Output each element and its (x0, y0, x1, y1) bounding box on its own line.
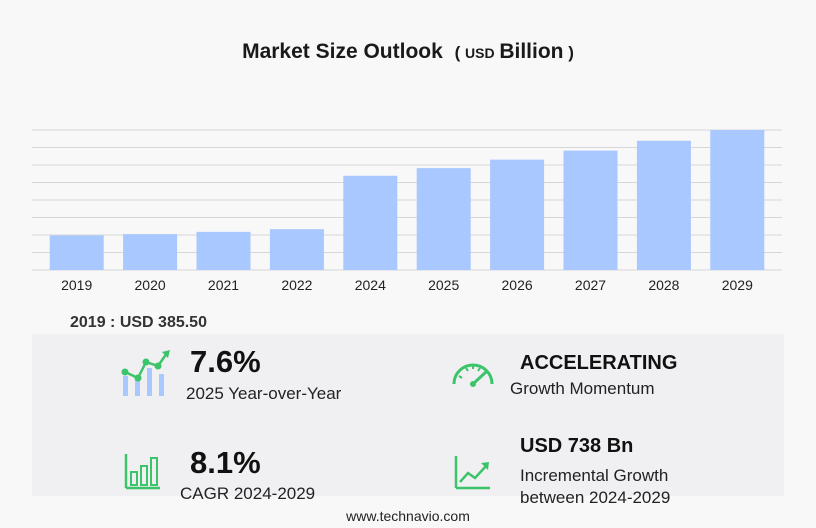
bar-2021 (196, 231, 251, 270)
momentum-label-wrap: Growth Momentum (510, 378, 655, 400)
incremental-value: USD 738 Bn (520, 435, 634, 457)
incremental-label-2: between 2024-2029 (520, 488, 671, 507)
momentum-label: Growth Momentum (510, 379, 655, 398)
unit-code: USD (465, 45, 495, 61)
bar-2026 (490, 159, 545, 270)
x-tick-2029: 2029 (722, 277, 753, 293)
x-tick-2022: 2022 (281, 277, 312, 293)
x-tick-2019: 2019 (61, 277, 92, 293)
cagr-stat: 8.1% (190, 445, 261, 481)
trend-up-icon (454, 456, 490, 490)
bar-2027 (563, 150, 618, 270)
x-tick-2028: 2028 (648, 277, 679, 293)
x-tick-2025: 2025 (428, 277, 459, 293)
yoy-label: 2025 Year-over-Year (186, 384, 342, 403)
unit-close: ) (568, 43, 574, 62)
yoy-label-wrap: 2025 Year-over-Year (186, 383, 341, 405)
momentum-stat: ACCELERATING (520, 352, 677, 375)
cagr-value: 8.1% (190, 445, 261, 480)
bar-chart-icon (124, 454, 160, 490)
chart-unit: ( USD Billion ) (454, 40, 574, 63)
chart-title: Market Size Outlook ( USD Billion ) (0, 40, 816, 64)
speedometer-icon (452, 363, 494, 387)
x-tick-2021: 2021 (208, 277, 239, 293)
x-tick-2026: 2026 (502, 277, 533, 293)
bar-2019 (49, 235, 104, 270)
x-tick-2024: 2024 (355, 277, 386, 293)
unit-open: ( (454, 43, 461, 62)
bar-chart: 2019 2020 2021 2022 2024 2025 2026 2027 2028 2029 (32, 129, 782, 293)
yoy-value: 7.6% (190, 344, 261, 379)
growth-chart-icon (121, 350, 170, 396)
bar-2020 (123, 234, 178, 270)
base-year-label: 2019 : USD 385.50 (70, 314, 207, 331)
chart-title-text: Market Size Outlook (242, 40, 443, 63)
x-tick-2027: 2027 (575, 277, 606, 293)
bar-2029 (710, 130, 765, 270)
momentum-value: ACCELERATING (520, 352, 678, 374)
x-tick-2020: 2020 (135, 277, 166, 293)
incremental-label-1: Incremental Growth (520, 466, 669, 485)
bar-2028 (636, 140, 691, 270)
bar-2024 (343, 175, 398, 270)
incremental-stat: USD 738 Bn (520, 435, 633, 458)
yoy-stat: 7.6% (190, 344, 261, 380)
unit-big: Billion (499, 40, 564, 63)
cagr-label: CAGR 2024-2029 (180, 484, 316, 503)
incremental-label-wrap: Incremental Growth between 2024-2029 (520, 465, 670, 509)
bar-2022 (269, 229, 324, 270)
footer-url: www.technavio.com (346, 508, 470, 524)
cagr-label-wrap: CAGR 2024-2029 (180, 483, 315, 505)
bar-2025 (416, 168, 471, 270)
